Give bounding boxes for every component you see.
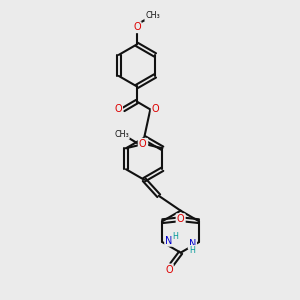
- Text: CH₃: CH₃: [114, 130, 129, 139]
- Text: N: N: [165, 236, 172, 246]
- Text: O: O: [114, 104, 122, 115]
- Text: I: I: [144, 139, 147, 149]
- Text: O: O: [177, 214, 184, 224]
- Text: N: N: [189, 238, 196, 249]
- Text: O: O: [177, 214, 184, 224]
- Text: H: H: [190, 246, 195, 255]
- Text: O: O: [152, 104, 159, 114]
- Text: O: O: [139, 139, 146, 149]
- Text: O: O: [165, 265, 173, 275]
- Text: H: H: [172, 232, 178, 241]
- Text: O: O: [133, 22, 141, 32]
- Text: CH₃: CH₃: [145, 11, 160, 20]
